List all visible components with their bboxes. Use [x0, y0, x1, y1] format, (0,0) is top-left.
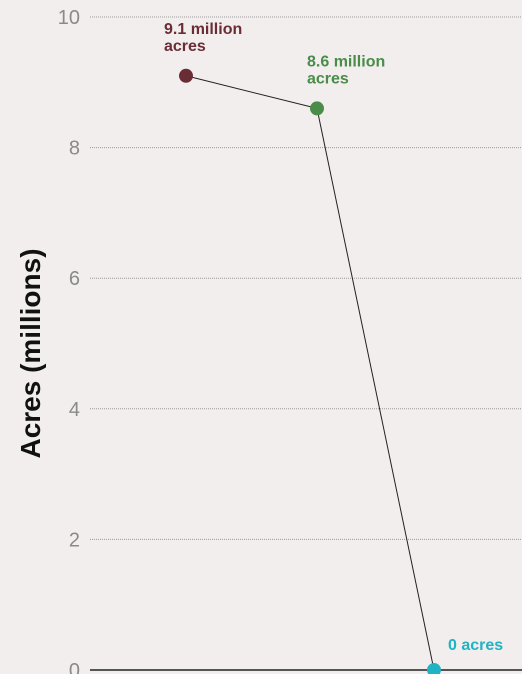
y-tick-label: 10	[58, 7, 80, 29]
y-tick-label: 0	[69, 660, 80, 674]
data-label: acres	[307, 70, 349, 87]
y-tick-label: 8	[69, 138, 80, 160]
data-point	[427, 663, 441, 674]
gridlines	[90, 16, 522, 671]
series-line-segment	[185, 75, 318, 109]
data-label: 9.1 million	[164, 21, 242, 38]
y-axis-ticks: 0 2 4 6 8 10	[58, 7, 80, 674]
data-label: acres	[164, 38, 206, 55]
series-line	[185, 75, 435, 671]
series-line-segment	[316, 108, 435, 671]
y-tick-label: 4	[69, 399, 80, 421]
data-points	[179, 68, 441, 674]
data-point	[179, 68, 193, 83]
data-label: 8.6 million	[307, 53, 385, 70]
data-label: 0 acres	[448, 637, 503, 654]
data-point	[310, 101, 324, 116]
y-tick-label: 2	[69, 529, 80, 551]
y-tick-label: 6	[69, 268, 80, 290]
y-axis-title: Acres (millions)	[15, 248, 46, 458]
